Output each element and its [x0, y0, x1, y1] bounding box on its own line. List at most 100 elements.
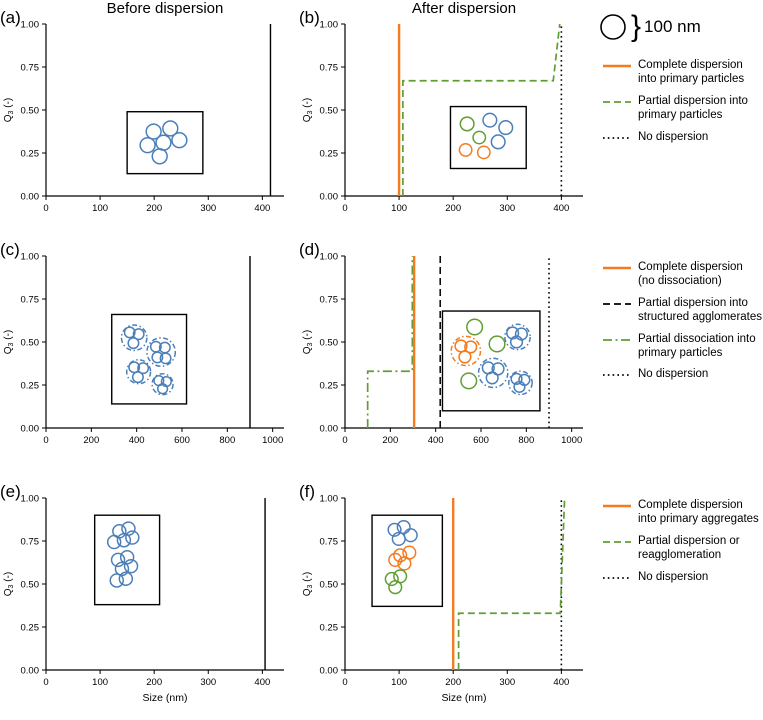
- y-tick-label: 0.50: [320, 337, 339, 348]
- particle-circle: [114, 561, 130, 577]
- y-tick-label: 0.00: [21, 191, 40, 202]
- particle-circle: [485, 371, 499, 385]
- plot-panel-e: 0.00 0.25 0.50 0.75 1.00 0 100 200 300 400 Q3 (-) S…: [3, 493, 284, 704]
- y-tick-label: 1.00: [320, 493, 339, 504]
- plot-panel-d: 0.00 0.25 0.50 0.75 1.00 0 200 400 600 800 1000 Q3 …: [302, 251, 583, 446]
- particle-circle: [118, 571, 134, 586]
- y-tick-label: 1.00: [21, 251, 40, 262]
- x-tick-label: 300: [200, 677, 216, 688]
- y-axis-label: Q3 (-): [3, 98, 15, 122]
- particle-circle: [450, 335, 482, 367]
- x-tick-label: 300: [499, 677, 515, 688]
- plot-panel-b: 0.00 0.25 0.50 0.75 1.00 0 100 200 300 400 Q3 (-): [302, 19, 583, 214]
- legend-label: Complete dispersion into primary particl…: [638, 59, 745, 86]
- particle-circle: [162, 120, 179, 137]
- y-tick-label: 0.25: [21, 622, 40, 633]
- particle-circle: [159, 352, 172, 365]
- column-title-after: After dispersion: [411, 0, 517, 17]
- y-tick-label: 1.00: [21, 19, 40, 30]
- particle-circle: [387, 522, 402, 537]
- x-axis-label: Size (nm): [442, 692, 487, 704]
- legend-entry: Complete dispersion (no dissociation): [602, 260, 762, 289]
- particle-circle: [510, 372, 523, 385]
- x-tick-label: 200: [146, 203, 162, 214]
- particle-circle: [132, 328, 145, 341]
- particle-circle: [482, 112, 498, 128]
- particle-circle: [131, 371, 144, 384]
- particle-circle: [146, 337, 177, 368]
- inset-box: [126, 111, 204, 175]
- x-tick-label: 400: [428, 435, 444, 446]
- particle-circle: [119, 549, 135, 565]
- x-tick-label: 400: [254, 203, 270, 214]
- panel-d: (d) 0.00 0.25 0.50 0.75 1.00 0 200 400 600 800 100…: [299, 240, 591, 474]
- legend-entry: Complete dispersion into primary particl…: [602, 58, 762, 87]
- particle-circle: [156, 383, 169, 395]
- x-tick-label: 100: [92, 203, 108, 214]
- legend-entry: Partial dispersion into structured agglo…: [602, 296, 762, 325]
- x-tick-label: 0: [43, 677, 48, 688]
- y-axis-label: Q3 (-): [3, 330, 15, 354]
- legend-entry: Partial dispersion into primary particle…: [602, 94, 762, 123]
- y-tick-label: 0.75: [21, 62, 40, 73]
- legend-line-dotted-icon: [603, 576, 631, 579]
- panel-b: (b) 0.00 0.25 0.50 0.75 1.00 0 100 200 300 400 Q3 …: [299, 8, 591, 242]
- x-tick-label: 300: [499, 203, 515, 214]
- y-axis-label: Q3 (-): [3, 572, 15, 596]
- x-tick-label: 400: [254, 677, 270, 688]
- x-tick-label: 800: [219, 435, 235, 446]
- legend-row-1: Complete dispersion into primary particl…: [602, 58, 762, 151]
- legend-label: No dispersion: [638, 570, 709, 583]
- y-tick-label: 0.50: [320, 579, 339, 590]
- legend-entry: Partial dispersion or reagglomeration: [602, 534, 762, 563]
- legend-label: Partial dispersion into primary particle…: [638, 94, 748, 122]
- y-tick-label: 1.00: [320, 251, 339, 262]
- particle-circle: [151, 148, 168, 165]
- x-tick-label: 600: [473, 435, 489, 446]
- scale-indicator: } 100 nm: [598, 12, 701, 42]
- y-tick-label: 0.00: [320, 665, 339, 676]
- particle-circle: [384, 571, 399, 587]
- x-tick-label: 200: [382, 435, 398, 446]
- x-tick-label: 200: [146, 677, 162, 688]
- legend-entry: Partial dissociation into primary partic…: [602, 332, 762, 361]
- x-tick-label: 200: [445, 677, 461, 688]
- column-title-before: Before dispersion: [106, 0, 224, 17]
- particle-circle: [490, 134, 506, 150]
- panel-a: (a) 0.00 0.25 0.50 0.75 1.00 0 100 200 300 400 Q3 …: [0, 8, 292, 242]
- x-tick-label: 1000: [262, 435, 283, 446]
- y-tick-label: 0.75: [320, 536, 339, 547]
- panel-label-a: (a): [0, 8, 21, 27]
- particle-circle: [513, 380, 526, 393]
- y-tick-label: 0.00: [320, 423, 339, 434]
- legend-label: Partial dispersion into structured agglo…: [638, 296, 763, 324]
- particle-circle: [507, 370, 533, 396]
- particle-circle: [397, 556, 412, 571]
- inset-box: [441, 310, 541, 412]
- legend-line-dotted-icon: [603, 374, 631, 377]
- legend-label: No dispersion: [638, 368, 709, 381]
- scale-label: 100 nm: [644, 17, 701, 36]
- particle-circle: [476, 145, 491, 160]
- legend-line-dashed-icon: [603, 540, 631, 543]
- particle-circle: [504, 323, 531, 351]
- x-tick-label: 400: [129, 435, 145, 446]
- legend-line-solid-icon: [603, 64, 631, 68]
- y-tick-label: 0.25: [320, 380, 339, 391]
- x-tick-label: 0: [342, 677, 347, 688]
- particle-circle: [460, 372, 478, 390]
- particle-circle: [139, 136, 156, 154]
- x-tick-label: 200: [83, 435, 99, 446]
- panel-f: (f) 0.00 0.25 0.50 0.75 1.00 0 100 200 300 400 Q3 …: [299, 482, 591, 716]
- y-tick-label: 0.25: [320, 148, 339, 159]
- panel-label-d: (d): [299, 240, 320, 259]
- particle-circle: [123, 558, 139, 574]
- particle-circle: [396, 519, 411, 535]
- x-tick-label: 0: [43, 435, 48, 446]
- x-tick-label: 0: [43, 203, 48, 214]
- y-tick-label: 0.25: [21, 148, 40, 159]
- y-axis-label: Q3 (-): [302, 572, 314, 596]
- panel-label-f: (f): [299, 482, 316, 501]
- particle-circle: [106, 534, 122, 550]
